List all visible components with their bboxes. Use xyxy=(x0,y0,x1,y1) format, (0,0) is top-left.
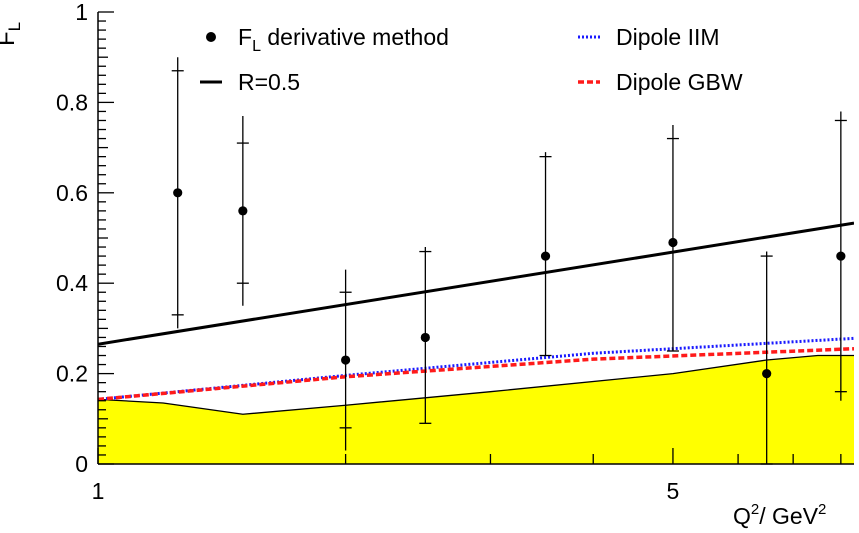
x-axis-title: Q2/ GeV2 xyxy=(733,501,826,529)
y-tick-label: 0.4 xyxy=(56,270,88,296)
theory-curves-layer xyxy=(98,221,854,402)
curve-gbw xyxy=(98,346,854,402)
legend-label-main: R=0.5 xyxy=(238,69,300,95)
legend-label-gbw: Dipole GBW xyxy=(616,69,743,95)
y-axis-title-main: F xyxy=(0,31,20,46)
data-point-8 xyxy=(836,251,846,261)
x-tick-label: 1 xyxy=(92,478,105,504)
legend-label-data: FL derivative method xyxy=(238,24,449,55)
x-axis-title-sup1: 2 xyxy=(751,501,759,518)
legend-marker-data xyxy=(206,32,216,42)
x-axis-title-sup2: 2 xyxy=(818,501,826,518)
legend-label-iim: Dipole IIM xyxy=(616,24,720,50)
tick-labels-layer: 0 0.2 0.4 0.6 0.8 1 1 5 xyxy=(56,0,679,504)
y-tick-label: 1 xyxy=(75,0,88,25)
y-tick-label: 0.2 xyxy=(56,361,88,387)
x-axis-title-q: Q xyxy=(733,503,751,529)
legend-label-main: Dipole GBW xyxy=(616,69,743,95)
data-point-3 xyxy=(341,355,351,365)
uncertainty-band xyxy=(98,355,854,464)
curve-iim xyxy=(98,336,854,401)
x-tick-label: 5 xyxy=(667,478,680,504)
legend-label-main: Dipole IIM xyxy=(616,24,720,50)
legend-label-sub: L xyxy=(252,38,261,55)
uncertainty-band-layer xyxy=(98,354,854,464)
legend: FL derivative method R=0.5 Dipole IIM Dipol… xyxy=(200,24,743,95)
data-point-5 xyxy=(540,251,551,261)
data-point-7 xyxy=(762,369,772,379)
data-point-1 xyxy=(173,188,183,198)
legend-label-rest: derivative method xyxy=(261,24,449,50)
data-point-2 xyxy=(238,206,248,216)
data-point-4 xyxy=(420,332,430,343)
y-tick-label: 0.6 xyxy=(56,180,88,206)
y-tick-label: 0 xyxy=(75,451,88,477)
curve-r05 xyxy=(98,221,854,346)
y-axis-title: FL xyxy=(0,22,24,46)
axes-layer xyxy=(97,11,854,465)
data-points-layer xyxy=(171,57,847,465)
x-axis-title-unit: / GeV xyxy=(759,503,818,529)
legend-label-main: F xyxy=(238,24,252,50)
y-axis-title-sub: L xyxy=(5,22,24,31)
y-tick-label: 0.8 xyxy=(56,89,88,115)
legend-label-r05: R=0.5 xyxy=(238,69,300,95)
uncertainty-band-edge xyxy=(98,354,854,415)
data-point-6 xyxy=(668,237,678,248)
